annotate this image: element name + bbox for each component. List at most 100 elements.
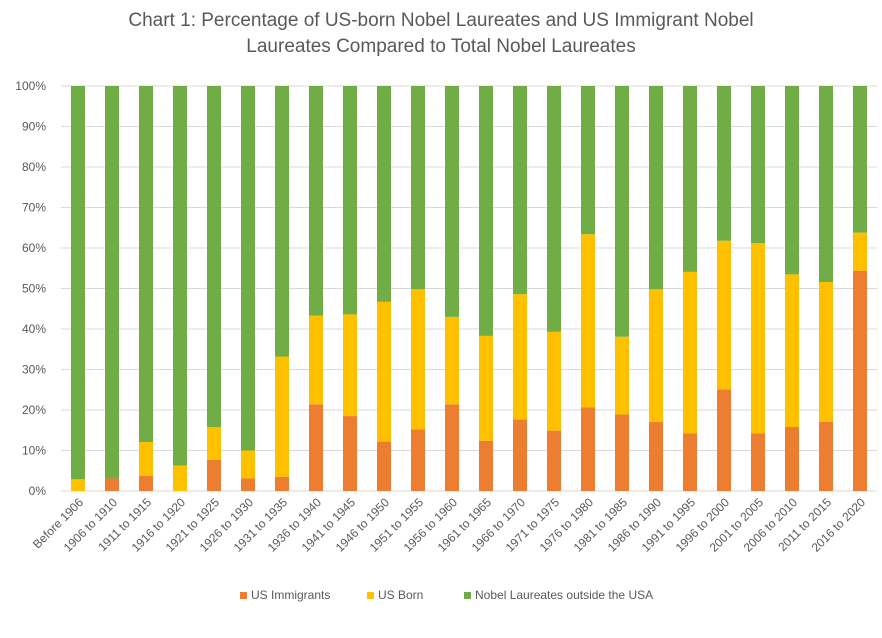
gridlines — [61, 85, 877, 492]
legend-label: US Born — [378, 588, 423, 602]
bar-segment-us-immigrants — [751, 433, 765, 491]
bar-stack — [751, 86, 765, 491]
bar-segment-us-born — [717, 240, 731, 390]
bar-segment-nobel-laureates-outside-the-usa — [207, 86, 221, 428]
bar-segment-us-born — [275, 356, 289, 477]
bar-segment-us-born — [479, 335, 493, 441]
bar-stack — [479, 86, 493, 491]
bar-segment-us-immigrants — [241, 478, 255, 491]
bar-stack — [445, 86, 459, 491]
bar-stack — [513, 86, 527, 491]
bar-segment-us-immigrants — [479, 440, 493, 491]
bar-stack — [105, 86, 119, 491]
bar-segment-us-born — [411, 289, 425, 430]
bar-stack — [343, 86, 357, 491]
bar-segment-us-born — [309, 315, 323, 405]
bar-stack — [853, 86, 867, 491]
bar-stack — [139, 86, 153, 491]
bar-stack — [309, 86, 323, 491]
legend-swatch — [367, 592, 374, 599]
bar-segment-us-immigrants — [343, 416, 357, 491]
legend-item: US Born — [367, 588, 423, 602]
y-axis-tick-labels: 0% 10% 20% 30% 40% 50% 60% 70% 80% 90% 100% — [15, 79, 46, 498]
bar-segment-nobel-laureates-outside-the-usa — [309, 86, 323, 316]
bar-stack — [581, 86, 595, 491]
bar-segment-nobel-laureates-outside-the-usa — [649, 86, 663, 290]
bar-segment-us-immigrants — [275, 476, 289, 491]
y-tick-label: 0% — [29, 484, 47, 498]
bar-segment-nobel-laureates-outside-the-usa — [71, 86, 85, 480]
bar-segment-us-born — [649, 289, 663, 422]
bar-segment-us-immigrants — [513, 419, 527, 491]
bar-segment-us-born — [751, 243, 765, 434]
bar-segment-us-born — [615, 336, 629, 415]
bar-segment-nobel-laureates-outside-the-usa — [173, 86, 187, 466]
bar-stack — [173, 86, 187, 491]
bar-segment-nobel-laureates-outside-the-usa — [513, 86, 527, 295]
bar-segment-nobel-laureates-outside-the-usa — [377, 86, 391, 302]
bar-segment-nobel-laureates-outside-the-usa — [751, 86, 765, 244]
chart-title-line-2: Laureates Compared to Total Nobel Laurea… — [246, 36, 636, 57]
y-tick-label: 20% — [22, 403, 46, 417]
bar-segment-nobel-laureates-outside-the-usa — [411, 86, 425, 290]
bar-stack — [819, 86, 833, 491]
legend-label: US Immigrants — [251, 588, 330, 602]
bar-stack — [207, 86, 221, 491]
bar-segment-us-immigrants — [105, 478, 119, 491]
bar-segment-us-immigrants — [411, 429, 425, 491]
bar-segment-us-immigrants — [819, 421, 833, 491]
bar-segment-us-immigrants — [445, 404, 459, 491]
bar-segment-us-born — [785, 274, 799, 428]
bars — [71, 86, 867, 491]
y-tick-label: 80% — [22, 160, 46, 174]
legend-swatch — [464, 592, 471, 599]
y-tick-label: 10% — [22, 444, 46, 458]
bar-segment-us-born — [819, 282, 833, 422]
bar-segment-us-born — [343, 314, 357, 417]
bar-segment-nobel-laureates-outside-the-usa — [581, 86, 595, 235]
chart-title-line-1: Chart 1: Percentage of US-born Nobel Lau… — [128, 10, 754, 31]
bar-segment-nobel-laureates-outside-the-usa — [139, 86, 153, 442]
bar-segment-us-born — [683, 271, 697, 434]
bar-segment-us-immigrants — [853, 270, 867, 491]
bar-segment-nobel-laureates-outside-the-usa — [683, 86, 697, 272]
bar-segment-us-born — [377, 301, 391, 442]
y-tick-label: 30% — [22, 363, 46, 377]
bar-segment-us-born — [139, 441, 153, 477]
bar-segment-us-born — [173, 465, 187, 491]
y-tick-label: 50% — [22, 282, 46, 296]
y-tick-label: 100% — [15, 79, 46, 93]
bar-stack — [71, 86, 85, 491]
bar-segment-nobel-laureates-outside-the-usa — [785, 86, 799, 275]
y-tick-label: 60% — [22, 241, 46, 255]
bar-segment-us-immigrants — [615, 414, 629, 491]
bar-segment-us-immigrants — [581, 407, 595, 491]
bar-segment-nobel-laureates-outside-the-usa — [547, 86, 561, 332]
bar-stack — [649, 86, 663, 491]
bar-segment-nobel-laureates-outside-the-usa — [343, 86, 357, 315]
bar-segment-nobel-laureates-outside-the-usa — [105, 86, 119, 479]
bar-stack — [615, 86, 629, 491]
bar-stack — [241, 86, 255, 491]
bar-stack — [377, 86, 391, 491]
bar-segment-us-born — [241, 450, 255, 479]
legend-swatch — [240, 592, 247, 599]
bar-segment-nobel-laureates-outside-the-usa — [479, 86, 493, 336]
bar-segment-us-immigrants — [785, 427, 799, 491]
bar-stack — [275, 86, 289, 491]
bar-segment-nobel-laureates-outside-the-usa — [241, 86, 255, 451]
bar-segment-nobel-laureates-outside-the-usa — [717, 86, 731, 241]
bar-segment-us-born — [513, 294, 527, 420]
bar-stack — [785, 86, 799, 491]
bar-segment-nobel-laureates-outside-the-usa — [819, 86, 833, 283]
legend-item: Nobel Laureates outside the USA — [464, 588, 653, 602]
bar-segment-nobel-laureates-outside-the-usa — [445, 86, 459, 317]
y-tick-label: 70% — [22, 201, 46, 215]
bar-stack — [717, 86, 731, 491]
bar-stack — [547, 86, 561, 491]
bar-segment-us-immigrants — [717, 389, 731, 491]
chart-title: Chart 1: Percentage of US-born Nobel Lau… — [0, 8, 882, 60]
bar-stack — [683, 86, 697, 491]
